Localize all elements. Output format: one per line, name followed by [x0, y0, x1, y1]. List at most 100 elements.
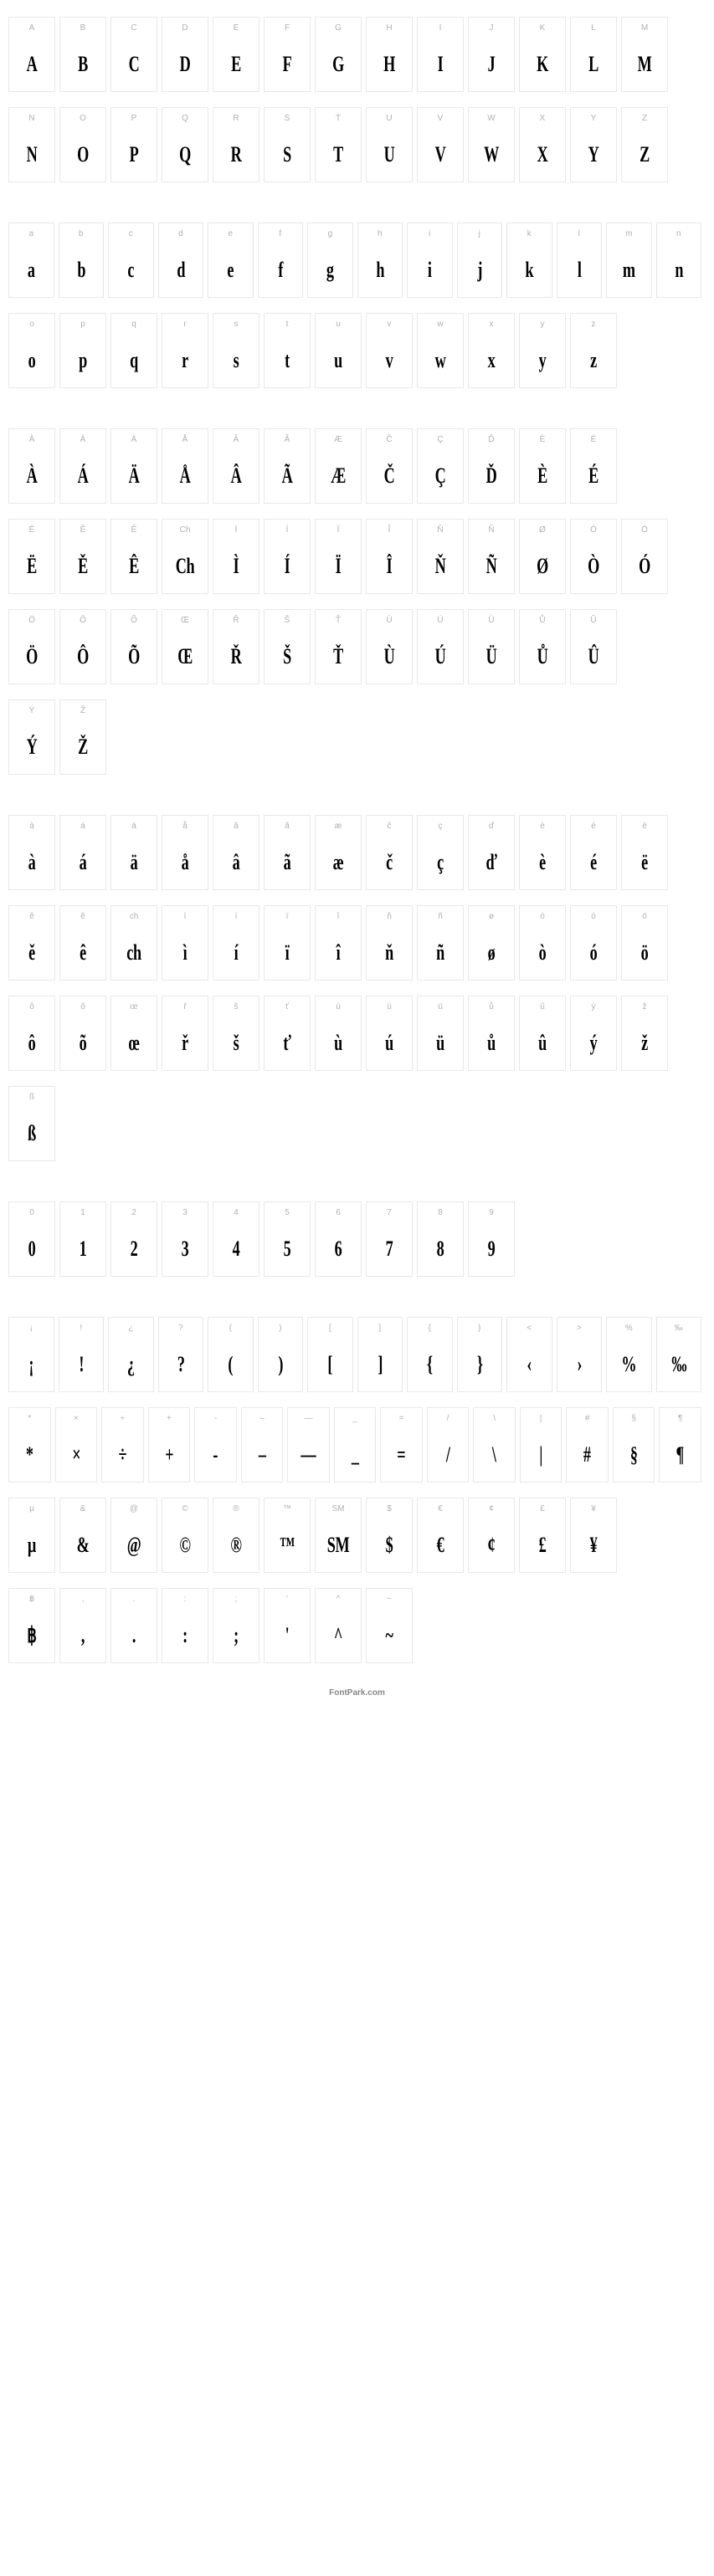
- glyph-label: ť: [265, 996, 310, 1017]
- glyph-cell: ÀÀ: [8, 428, 55, 504]
- glyph-display: {: [414, 1338, 445, 1391]
- glyph-cell: [[: [307, 1317, 353, 1392]
- glyph-cell: čč: [366, 815, 413, 890]
- glyph-label: –: [242, 1408, 283, 1428]
- glyph-label: Á: [60, 429, 105, 449]
- glyph-cell: vv: [366, 313, 413, 388]
- glyph-label: —: [288, 1408, 329, 1428]
- glyph-display: Q: [169, 128, 201, 182]
- glyph-label: -: [195, 1408, 236, 1428]
- glyph-chart: AABBCCDDEEFFGGHHIIJJKKLLMMNNOOPPQQRRSSTT…: [8, 17, 706, 1663]
- glyph-label: ;: [213, 1589, 259, 1609]
- glyph-label: ™: [265, 1498, 310, 1518]
- glyph-display: í: [220, 926, 252, 980]
- glyph-display: i: [414, 243, 445, 297]
- glyph-display: Y: [578, 128, 609, 182]
- glyph-label: j: [458, 223, 502, 243]
- glyph-label: à: [9, 816, 54, 836]
- glyph-cell: ââ: [213, 815, 259, 890]
- glyph-display: S: [271, 128, 303, 182]
- glyph-display: C: [118, 38, 150, 91]
- glyph-display: l: [563, 243, 594, 297]
- glyph-cell: šš: [213, 996, 259, 1071]
- glyph-display: ž: [629, 1017, 660, 1070]
- glyph-cell: SMSM: [315, 1498, 362, 1573]
- glyph-display: Ê: [118, 540, 150, 593]
- glyph-display: ¡: [16, 1338, 47, 1391]
- glyph-label: 2: [111, 1202, 157, 1222]
- glyph-cell: ÜÜ: [468, 609, 515, 684]
- glyph-label: Õ: [111, 610, 157, 630]
- glyph-display: Á: [67, 449, 99, 503]
- glyph-display: È: [527, 449, 558, 503]
- glyph-label: ,: [60, 1589, 105, 1609]
- glyph-cell: ‰‰: [656, 1317, 702, 1392]
- glyph-cell: LL: [570, 17, 617, 92]
- glyph-cell: ŤŤ: [315, 609, 362, 684]
- glyph-label: Ů: [520, 610, 565, 630]
- glyph-label: Í: [265, 520, 310, 540]
- glyph-display: 6: [322, 1222, 354, 1276]
- glyph-display: A: [16, 38, 48, 91]
- glyph-cell: ฿฿: [8, 1588, 55, 1663]
- glyph-label: ù: [316, 996, 361, 1017]
- glyph-label: ň: [367, 906, 412, 926]
- glyph-label: SM: [316, 1498, 361, 1518]
- glyph-display: k: [514, 243, 545, 297]
- glyph-label: Ö: [9, 610, 54, 630]
- glyph-label: K: [520, 18, 565, 38]
- glyph-cell: {{: [407, 1317, 453, 1392]
- glyph-cell: //: [427, 1407, 470, 1483]
- glyph-row: ôôõõœœřřššťťùùúúüüůůûûýýžž: [8, 996, 706, 1071]
- glyph-cell: ,,: [59, 1588, 106, 1663]
- glyph-label: t: [265, 314, 310, 334]
- glyph-cell: 77: [366, 1201, 413, 1277]
- glyph-display: à: [16, 836, 48, 889]
- glyph-display: ö: [629, 926, 660, 980]
- glyph-label: s: [213, 314, 259, 334]
- glyph-label: ^: [316, 1589, 361, 1609]
- glyph-cell: ^^: [315, 1588, 362, 1663]
- glyph-label: Ž: [60, 700, 105, 720]
- glyph-cell: 22: [110, 1201, 157, 1277]
- glyph-cell: 11: [59, 1201, 106, 1277]
- glyph-display: Ñ: [475, 540, 507, 593]
- glyph-cell: ææ: [315, 815, 362, 890]
- glyph-display: ø: [475, 926, 507, 980]
- glyph-label: D: [162, 18, 208, 38]
- glyph-label: Æ: [316, 429, 361, 449]
- glyph-label: Ó: [622, 520, 667, 540]
- glyph-label: l: [557, 223, 602, 243]
- glyph-label: w: [418, 314, 463, 334]
- glyph-label: %: [607, 1318, 651, 1338]
- glyph-display: n: [663, 243, 694, 297]
- glyph-display: ü: [424, 1017, 456, 1070]
- glyph-label: B: [60, 18, 105, 38]
- glyph-label: k: [507, 223, 552, 243]
- glyph-display: Ch: [169, 540, 201, 593]
- glyph-display: Ï: [322, 540, 354, 593]
- glyph-label: ô: [9, 996, 54, 1017]
- glyph-label: š: [213, 996, 259, 1017]
- glyph-display: o: [16, 334, 48, 387]
- glyph-cell: __: [334, 1407, 377, 1483]
- glyph-cell: ÓÓ: [621, 519, 668, 594]
- glyph-display: z: [578, 334, 609, 387]
- glyph-cell: jj: [457, 223, 503, 298]
- glyph-cell: FF: [264, 17, 311, 92]
- glyph-label: É: [571, 429, 616, 449]
- glyph-label: y: [520, 314, 565, 334]
- glyph-label: v: [367, 314, 412, 334]
- glyph-label: C: [111, 18, 157, 38]
- glyph-label: I: [418, 18, 463, 38]
- glyph-cell: AA: [8, 17, 55, 92]
- glyph-display: ì: [169, 926, 201, 980]
- glyph-display: m: [614, 243, 645, 297]
- glyph-label: ö: [622, 906, 667, 926]
- glyph-cell: UU: [366, 107, 413, 182]
- glyph-row: NNOOPPQQRRSSTTUUVVWWXXYYZZ: [8, 107, 706, 182]
- glyph-display: c: [116, 243, 146, 297]
- glyph-cell: ((: [208, 1317, 254, 1392]
- glyph-cell: ??: [158, 1317, 204, 1392]
- glyph-label: i: [408, 223, 452, 243]
